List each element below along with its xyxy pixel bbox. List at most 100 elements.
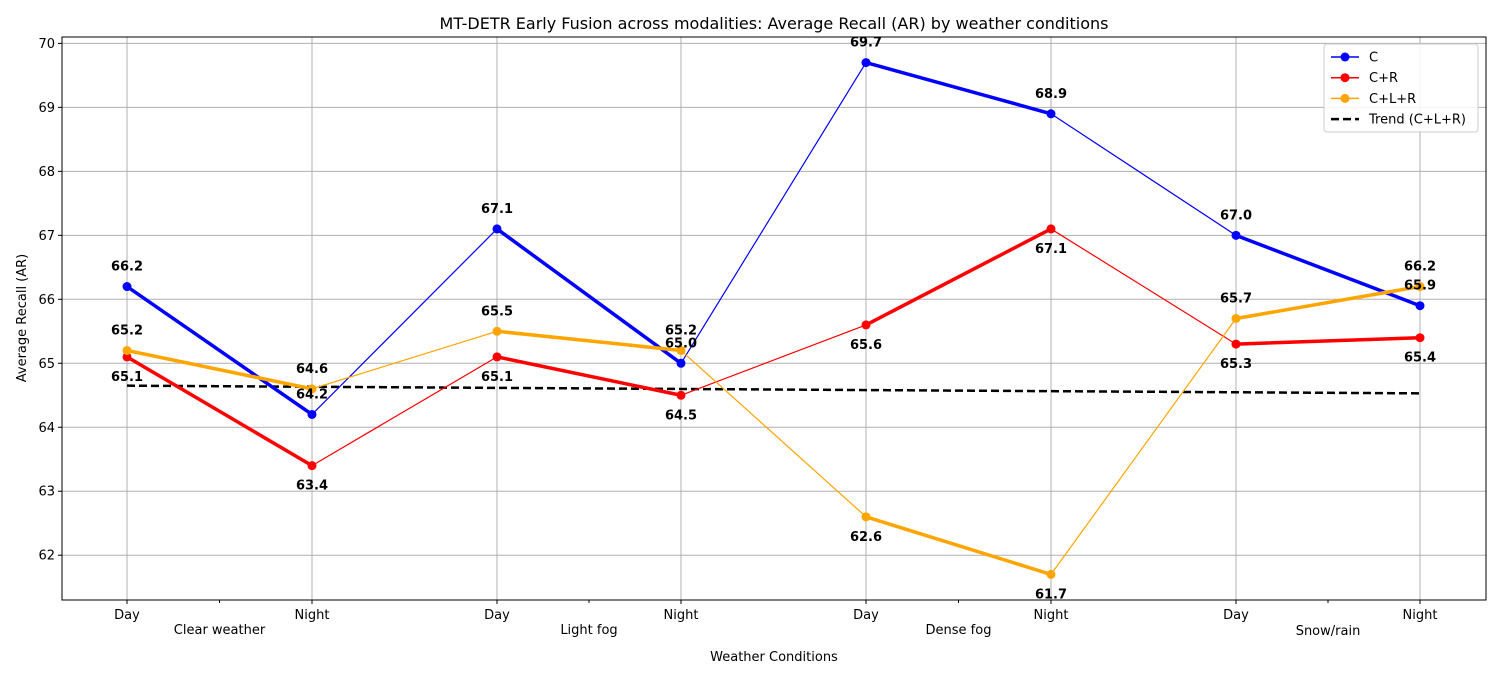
data-label: 65.1 (481, 370, 513, 385)
data-point (1231, 314, 1241, 323)
x-tick-label: Day (1223, 608, 1249, 623)
y-tick-label: 67 (38, 229, 55, 244)
x-axis-label: Weather Conditions (710, 650, 838, 665)
series-c-plus-l-plus-r (122, 282, 1425, 579)
data-point (307, 409, 317, 419)
y-tick-label: 66 (38, 293, 55, 308)
y-tick-label: 63 (38, 485, 55, 500)
legend: C C+R C+L+R Trend (C+L+R) (1323, 43, 1479, 133)
series-segment (1050, 228, 1237, 345)
data-label: 64.6 (296, 362, 328, 377)
data-label: 65.2 (111, 323, 143, 338)
data-label: 67.1 (481, 202, 513, 217)
data-point (1046, 224, 1056, 234)
x-tick-label: Night (1034, 608, 1069, 623)
plot-frame (61, 36, 1487, 601)
data-label: 67.1 (1035, 242, 1067, 257)
data-point (676, 345, 686, 355)
series-segment (1234, 233, 1422, 308)
data-point (122, 352, 132, 362)
data-point (1415, 301, 1425, 311)
group-label: Light fog (560, 623, 617, 638)
data-point (307, 384, 317, 394)
legend-label: C+L+R (1369, 92, 1416, 107)
series-layer (122, 58, 1425, 579)
y-tick-label: 64 (38, 421, 55, 436)
legend-marker (1340, 73, 1350, 83)
y-axis-label: Average Recall (AR) (15, 254, 30, 383)
series-segment (680, 61, 867, 364)
data-label: 61.7 (1035, 587, 1067, 602)
series-segment (495, 227, 683, 366)
legend-marker (1340, 52, 1350, 62)
data-point (1046, 569, 1056, 579)
data-label: 64.5 (665, 408, 697, 423)
data-label: 67.0 (1220, 208, 1252, 223)
data-point (1415, 282, 1425, 292)
x-tick-label: Day (114, 608, 140, 623)
data-point (492, 352, 502, 362)
series-segment (495, 355, 683, 398)
series-segment (125, 348, 314, 391)
data-point (1231, 339, 1241, 349)
data-label: 65.7 (1220, 292, 1252, 307)
data-label: 64.2 (296, 387, 328, 402)
data-label: 65.5 (481, 304, 513, 319)
chart-title: MT-DETR Early Fusion across modalities: … (440, 14, 1109, 33)
data-label: 63.4 (296, 479, 328, 494)
series-segment (1234, 284, 1422, 321)
y-tick-label: 70 (38, 37, 55, 52)
series-segment (680, 324, 867, 396)
data-point (861, 512, 871, 522)
series-segment (125, 284, 314, 417)
series-segment (311, 330, 498, 390)
series-segment (680, 349, 867, 518)
group-label: Dense fog (926, 623, 992, 638)
series-segment (864, 515, 1053, 577)
legend-entry: C+L+R (1331, 92, 1416, 107)
series-segment (864, 227, 1053, 327)
data-label: 66.2 (111, 260, 143, 275)
data-label: 66.2 (1404, 260, 1436, 275)
data-label: 62.6 (850, 530, 882, 545)
data-labels: 66.2 64.2 67.1 65.0 69.7 68.9 67.0 65.9 65.1 63.4… (111, 36, 1436, 603)
series-c (122, 58, 1425, 419)
series-segment (311, 356, 498, 467)
data-label: 65.4 (1404, 351, 1436, 366)
legend-label: Trend (C+L+R) (1368, 113, 1466, 128)
data-label: 65.3 (1220, 357, 1252, 372)
series-segment (1050, 113, 1237, 236)
data-point (676, 390, 686, 400)
series-segment (1234, 335, 1422, 346)
legend-marker (1340, 93, 1350, 103)
y-tick-label: 65 (38, 357, 55, 372)
legend-entry: Trend (C+L+R) (1331, 113, 1466, 128)
x-tick-label: Night (664, 608, 699, 623)
data-point (1415, 333, 1425, 343)
data-point (861, 58, 871, 68)
legend-box (1323, 43, 1479, 133)
series-segment (864, 60, 1053, 116)
data-label: 65.6 (850, 338, 882, 353)
data-label: 65.0 (665, 336, 697, 351)
x-tick-label: Night (1403, 608, 1438, 623)
series-segment (311, 228, 498, 416)
x-tick-label: Day (853, 608, 879, 623)
y-tick-label: 69 (38, 101, 55, 116)
series-segment (1050, 317, 1237, 576)
y-tick-label: 68 (38, 165, 55, 180)
legend-entry: C+R (1331, 71, 1398, 86)
group-label: Snow/rain (1296, 624, 1361, 639)
data-point (307, 461, 317, 471)
y-tick-label: 62 (38, 549, 55, 564)
data-point (1046, 109, 1056, 119)
data-label: 65.1 (111, 370, 143, 385)
data-label: 69.7 (850, 36, 882, 51)
data-point (1231, 230, 1241, 240)
x-tick-label: Night (295, 608, 330, 623)
data-point (492, 224, 502, 234)
x-tick-label: Day (484, 608, 510, 623)
axes: Day Night Day Night Day Night Day Night Clear we… (38, 37, 1437, 639)
